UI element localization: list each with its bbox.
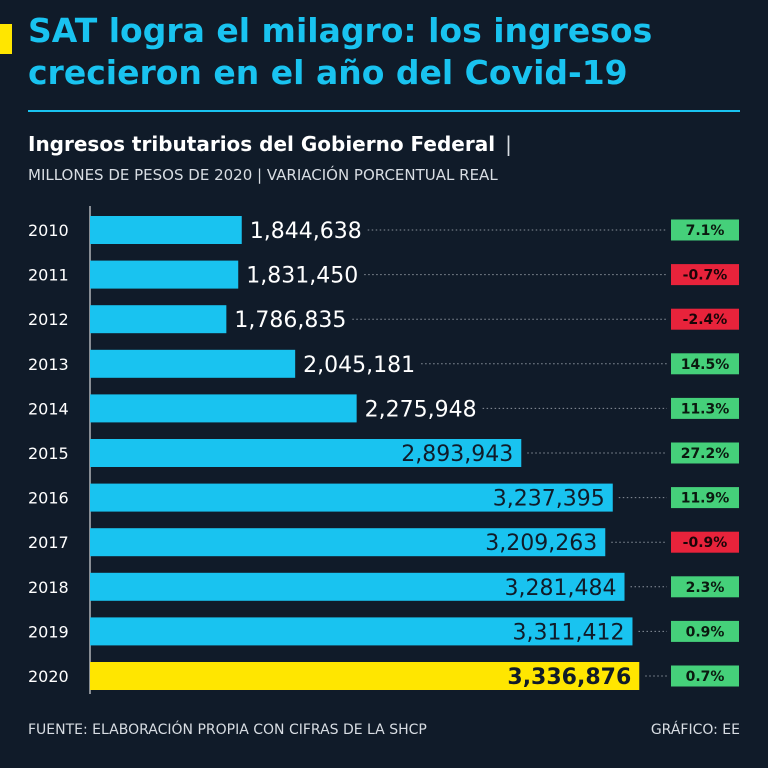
data-label: 3,311,412 — [513, 620, 625, 645]
bar — [90, 349, 296, 378]
credit-note: GRÁFICO: EE — [650, 722, 740, 738]
variation-badge-positive — [671, 665, 739, 687]
variation-badge-positive — [671, 620, 739, 642]
variation-badge-positive — [671, 442, 739, 464]
y-tick-label: 2018 — [28, 578, 69, 597]
data-label: 3,209,263 — [485, 531, 597, 556]
title-divider — [28, 110, 740, 112]
variation-label: -0.7% — [683, 268, 728, 284]
variation-badge-negative — [671, 308, 739, 330]
variation-badge-positive — [671, 576, 739, 598]
y-tick-label: 2016 — [28, 489, 69, 508]
chart-subtitle: Ingresos tributarios del Gobierno Federa… — [28, 132, 512, 156]
variation-label: 27.2% — [681, 446, 730, 462]
data-label: 3,281,484 — [505, 576, 617, 601]
variation-label: 7.1% — [686, 223, 725, 239]
y-tick-label: 2013 — [28, 355, 69, 374]
y-tick-label: 2010 — [28, 221, 69, 240]
data-label: 1,831,450 — [246, 264, 358, 289]
data-label: 3,336,876 — [507, 665, 631, 690]
y-tick-label: 2015 — [28, 444, 69, 463]
variation-label: 14.5% — [681, 357, 730, 373]
bar — [90, 483, 613, 512]
variation-label: 11.3% — [681, 401, 730, 417]
bar — [90, 439, 522, 467]
y-tick-label: 2011 — [28, 266, 69, 285]
variation-badge-positive — [671, 487, 739, 509]
data-label: 2,275,948 — [365, 397, 477, 422]
y-tick-label: 2019 — [28, 622, 69, 641]
y-tick-label: 2020 — [28, 667, 69, 686]
chart-subtitle-text: Ingresos tributarios del Gobierno Federa… — [28, 132, 496, 156]
data-label: 2,893,943 — [401, 442, 513, 467]
y-tick-label: 2014 — [28, 399, 69, 418]
bar — [90, 216, 242, 244]
y-tick-label: 2017 — [28, 533, 69, 552]
source-note: FUENTE: ELABORACIÓN PROPIA CON CIFRAS DE… — [28, 722, 427, 738]
subtitle-separator: | — [505, 132, 512, 156]
data-label: 2,045,181 — [303, 353, 415, 378]
y-tick-label: 2012 — [28, 310, 69, 329]
variation-badge-positive — [671, 353, 739, 375]
variation-label: -2.4% — [683, 312, 728, 328]
bar — [90, 572, 625, 601]
variation-badge-positive — [671, 219, 739, 241]
data-label: 3,237,395 — [493, 487, 605, 512]
page-title: SAT logra el milagro: los ingresos creci… — [28, 11, 653, 92]
bar — [90, 394, 357, 423]
data-label: 1,786,835 — [234, 308, 346, 333]
bar — [90, 617, 633, 646]
variation-label: 2.3% — [686, 580, 725, 596]
units-label: MILLONES DE PESOS DE 2020 | VARIACIÓN PO… — [28, 166, 498, 184]
variation-badge-positive — [671, 397, 739, 419]
bar — [90, 305, 227, 334]
variation-badge-negative — [671, 531, 739, 553]
bar-highlight — [90, 662, 640, 690]
variation-label: 0.7% — [686, 669, 725, 685]
bar — [90, 260, 239, 289]
variation-label: 0.9% — [686, 624, 725, 640]
bar — [90, 528, 606, 557]
variation-label: -0.9% — [683, 535, 728, 551]
variation-label: 11.9% — [681, 491, 730, 507]
accent-mark — [0, 24, 12, 54]
variation-badge-negative — [671, 264, 739, 286]
data-label: 1,844,638 — [250, 219, 362, 244]
